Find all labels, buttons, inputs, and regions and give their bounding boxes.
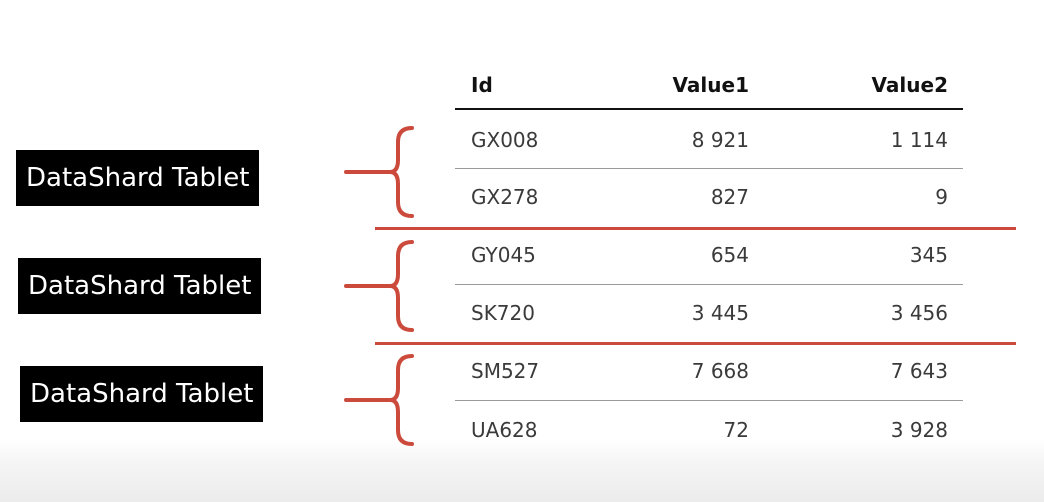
- brace-shard-3: [344, 354, 414, 446]
- row-value1-cell: 3 445: [691, 301, 749, 325]
- row-value2-cell: 7 643: [890, 359, 948, 383]
- brace-shard-1: [344, 126, 414, 218]
- datashard-tablet-label: DataShard Tablet: [20, 366, 264, 422]
- row-value1-cell: 8 921: [691, 128, 749, 152]
- datashard-tablet-label: DataShard Tablet: [16, 150, 260, 206]
- row-id-cell: SK720: [471, 301, 535, 325]
- row-divider: [455, 400, 963, 401]
- row-value1-cell: 7 668: [691, 359, 749, 383]
- row-value1-cell: 654: [710, 243, 749, 267]
- shard-boundary-divider: [375, 227, 1016, 230]
- row-id-cell: GX278: [471, 185, 539, 209]
- row-value1-cell: 72: [723, 418, 749, 442]
- column-header-value2: Value2: [871, 73, 948, 97]
- row-id-cell: SM527: [471, 359, 540, 383]
- row-value2-cell: 1 114: [890, 128, 948, 152]
- column-header-value1: Value1: [672, 73, 749, 97]
- shard-boundary-divider: [375, 342, 1016, 345]
- row-value2-cell: 345: [909, 243, 948, 267]
- row-divider: [455, 284, 963, 285]
- header-divider: [455, 108, 963, 110]
- row-id-cell: UA628: [471, 418, 538, 442]
- row-divider: [455, 168, 963, 169]
- column-header-id: Id: [471, 73, 493, 97]
- row-value1-cell: 827: [710, 185, 749, 209]
- row-value2-cell: 3 456: [890, 301, 948, 325]
- brace-shard-2: [344, 240, 414, 332]
- row-id-cell: GY045: [471, 243, 536, 267]
- row-value2-cell: 3 928: [890, 418, 948, 442]
- row-value2-cell: 9: [935, 185, 948, 209]
- datashard-tablet-label: DataShard Tablet: [18, 258, 262, 314]
- row-id-cell: GX008: [471, 128, 539, 152]
